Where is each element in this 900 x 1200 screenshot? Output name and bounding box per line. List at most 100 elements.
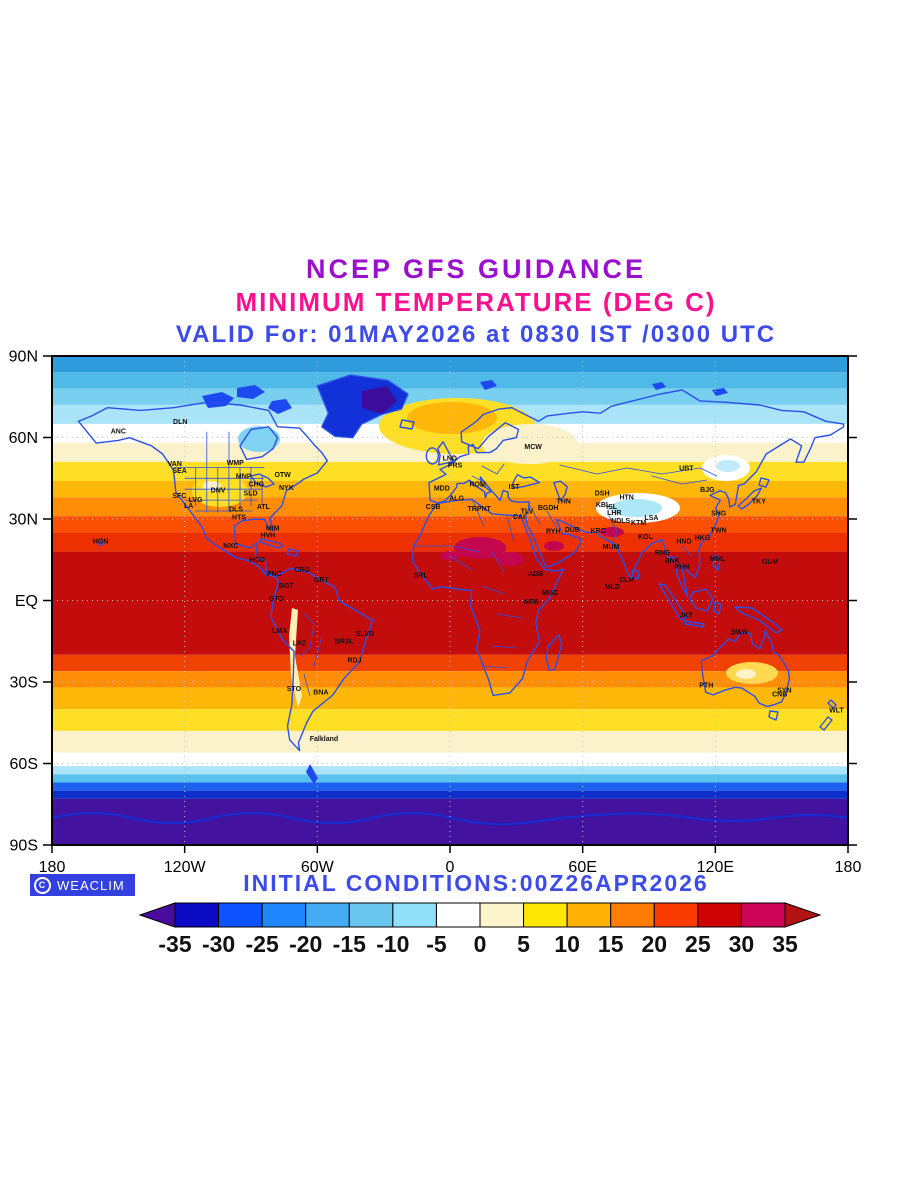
city-label: LND [443,456,457,463]
city-label: MGD [542,590,558,597]
city-label: SYN [777,688,791,695]
coast-australia [700,629,791,708]
coast-japan-hokkaido [758,477,770,488]
city-label: DSH [595,491,610,498]
zonal-band [52,774,848,783]
city-label: MIM [266,525,280,532]
city-label: LMA [272,628,287,635]
city-label: JKT [680,612,694,619]
city-label: Falkland [310,736,338,743]
city-label: KRC [591,528,606,535]
city-label: SLD [244,491,258,498]
zonal-band [52,752,848,767]
coastline-layer [77,374,845,752]
coast-japan-honshu [737,487,763,510]
city-label: BJG [700,487,715,494]
city-label: SLVD [356,631,374,638]
city-label: LSA [644,515,658,522]
chart-title: NCEP GFS GUIDANCE [305,254,647,284]
coast-greenland [316,374,409,439]
city-label: MNL [710,556,726,563]
coast-sumatra [658,583,688,621]
city-label: CRG [294,567,310,574]
city-label: NYK [279,485,294,492]
lat-tick-label: 30S [10,675,38,692]
coast-great-lakes [250,473,275,488]
city-label: WLT [829,708,844,715]
coast-britain [437,441,454,466]
colorbar-tick-label: 30 [729,931,755,957]
coast-black-sea [512,474,541,489]
antarctic-peninsula [306,764,318,784]
australia-mild-core [736,669,756,679]
colorbar-tick-label: 15 [598,931,624,957]
city-label: MDD [434,486,450,493]
city-label: TRPNT [468,506,492,513]
temperature-colorbar: -35 -30 -25 -20 -15 -10 -5 0 5 10 15 20 25 30 35 [138,902,822,957]
zonal-band [52,654,848,672]
city-label: CLM [619,577,634,584]
copyright-icon: C [34,876,51,894]
zonal-band [52,687,848,710]
colorbar-arrow-right [784,902,822,928]
city-label: MCW [524,444,542,451]
colorbar-tick-label: -35 [158,931,191,957]
city-label: RYH [546,529,561,536]
coast-hudson-bay [239,426,279,461]
city-label: ISL [606,504,618,511]
coast-hispaniola [286,548,299,557]
city-label: BRSL [335,638,355,645]
lat-tick-label: 60S [10,756,38,773]
colorbar-segment [697,902,742,928]
city-label: WMP [227,460,244,467]
sahara-hot-patch-2 [496,552,524,566]
colorbar-segment [479,902,525,928]
coast-nz-north [827,699,837,709]
city-label: ADB [528,571,543,578]
antarctic-coast-swirl [51,811,849,826]
lat-tick-label: EQ [15,593,38,610]
colorbar-segment [218,902,263,928]
city-label: BGDH [538,505,559,512]
colorbar-tick-label: 20 [641,931,667,957]
colorbar-segment [305,902,350,928]
zonal-band [52,766,848,775]
zonal-band [52,790,848,799]
colorbar-tick-label: 35 [772,931,798,957]
arctic-island-2 [237,385,265,399]
lat-tick-label: 90N [9,349,38,366]
coast-sri-lanka [631,569,640,580]
city-label: NRB [524,599,539,606]
city-label: SHG [711,511,727,518]
city-label: SRL [414,572,429,579]
coast-java [683,620,705,628]
coast-sulawesi [713,601,722,615]
city-label: MNP [236,473,252,480]
colorbar-tick-label: 0 [474,931,487,957]
city-label: HVH [260,533,275,540]
city-label: PTH [699,682,713,689]
city-label: MXC [223,543,239,550]
city-label: HND [676,538,691,545]
city-label: GRT [314,577,330,584]
tibet-cold-core [610,499,662,517]
city-label: HKG [695,535,711,542]
city-label: PRS [448,463,463,470]
colorbar-segment [435,902,481,928]
city-label: ALG [449,496,464,503]
arctic-island-baffin [268,399,292,414]
lon-tick-label: 180 [835,859,862,876]
india-hot-patch [600,527,624,537]
city-label: MUM [603,544,620,551]
initial-conditions-line: INITIAL CONDITIONS:00Z26APR2026 [243,870,709,896]
city-label: GUM [762,559,779,566]
coast-ireland [425,447,439,465]
lon-tick-label: 0 [446,859,455,876]
city-label: CAI [513,514,525,521]
manchuria-cold-core [716,460,740,472]
colorbar-tick-label: -10 [376,931,409,957]
city-label: BGT [279,583,295,590]
